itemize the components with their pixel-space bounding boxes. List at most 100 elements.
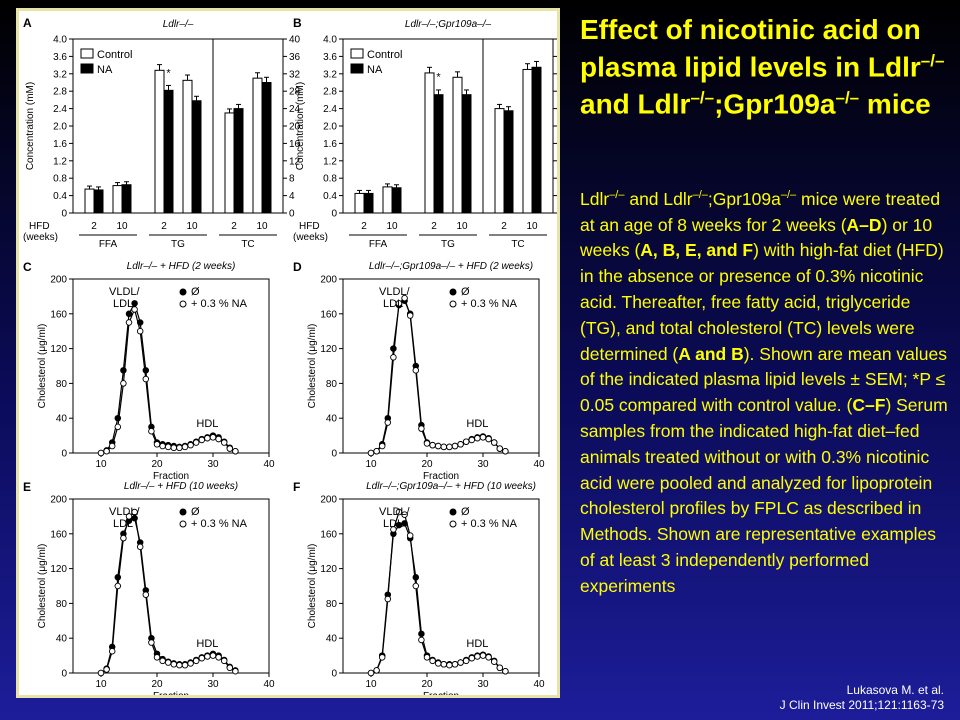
data-point [412,574,420,581]
y-tick-label: 4.0 [323,35,337,46]
text-run: and Ldlr [580,88,691,120]
y-tick-label: 120 [50,564,67,575]
plot-frame [72,498,270,674]
data-point [384,595,392,603]
data-point [457,441,464,448]
data-point [390,526,397,533]
data-point [142,367,150,374]
slide-body-text: Ldlr–/– and Ldlr–/–;Gpr109a–/– mice were… [580,183,950,600]
y-tick-label: 40 [326,634,338,645]
y-axis-label: Cholesterol (μg/ml) [37,544,48,629]
text-run: –/– [780,189,797,201]
bar-panel-b: B Ldlr–/–;Gpr109a–/– 0 0.4 0.8 1.2 1.6 2.0 2.4 2.… [293,16,557,250]
bar-na [233,108,244,214]
annotation-vldl: LDL [383,518,403,530]
x-group-label: TC [241,239,254,250]
data-point [423,440,431,447]
legend-label: Ø [461,506,470,518]
x-tick-label: 40 [263,679,275,690]
data-point [120,380,127,387]
plot-frame [342,498,540,674]
bar-control [424,72,435,214]
y-tick-label: 200 [50,495,67,506]
panel-letter: A [23,16,32,30]
data-point [395,521,403,529]
citation-journal: J Clin Invest 2011;121:1163-73 [779,698,944,712]
y-tick-label: 0 [331,669,337,680]
y-tick-label: 2.4 [53,104,67,115]
x-header-label: HFD [299,221,320,232]
chart-title: Ldlr–/–;Gpr109a–/– [405,19,492,30]
data-point [232,668,239,675]
data-point [401,511,408,518]
legend-label: Control [367,49,402,61]
data-point [159,657,166,665]
legend-marker-filled [179,288,187,296]
bar-panel-a: A Ldlr–/– 0 0.4 0.8 1.2 1.6 2.0 2.4 2.8 3.2 3.6 4.0 0… [23,16,301,250]
y-tick-label: 40 [56,634,68,645]
x-tick-label: 30 [477,459,489,470]
y-tick-label: 160 [50,309,67,320]
slide-title: Effect of nicotinic acid on plasma lipid… [580,14,950,120]
data-point [131,508,138,516]
bar-na [391,187,402,214]
data-point [181,443,189,451]
data-point [412,367,420,374]
legend-marker-filled [449,508,457,516]
data-point [479,652,487,659]
series-line [100,301,236,454]
text-run: C–F [852,395,886,416]
y-tick-label: 40 [56,414,68,425]
y-tick-label: 3.2 [53,69,67,80]
legend-label: Ø [191,286,200,298]
x-group-label: FFA [369,239,388,250]
data-point [378,442,386,450]
y-tick-label: 40 [326,414,338,425]
data-point [220,657,228,665]
data-point [412,582,420,590]
bar-control [522,68,533,214]
y-axis-label: Cholesterol (μg/ml) [307,324,318,409]
data-point [479,434,487,441]
legend-label: NA [367,64,383,76]
x-tick-label: 10 [95,459,107,470]
text-run: –/– [692,189,708,201]
y-axis-label: Concentration (mM) [25,82,36,170]
data-point [215,435,222,443]
data-point [462,657,470,665]
citation-authors: Lukasova M. et al. [846,683,944,697]
y-tick-label-right: 16 [289,139,301,150]
y-tick-label: 160 [320,309,337,320]
data-point [198,436,206,444]
data-point [198,654,206,662]
data-point [125,513,133,520]
y-tick-label: 2.0 [323,122,337,133]
y-tick-label: 2.8 [323,87,337,98]
bar-control [112,185,123,214]
y-tick-label: 2.0 [53,122,67,133]
data-point [120,534,127,542]
x-category-label: 2 [361,221,367,232]
x-tick-label: 30 [207,459,219,470]
y-tick-label: 4.0 [53,35,67,46]
data-point [164,659,172,666]
annotation-vldl: VLDL/ [379,286,411,298]
y-tick-label-right: 4 [289,191,295,202]
data-point [373,667,380,674]
data-point [187,441,194,449]
x-category-label: 2 [161,221,167,232]
x-tick-label: 30 [207,679,219,690]
y-tick-label: 3.6 [53,52,67,63]
y-tick-label: 1.6 [53,139,67,150]
panel-letter: D [293,260,302,274]
annotation-vldl: VLDL/ [109,506,141,518]
data-point [406,312,414,319]
data-point [378,654,386,661]
y-tick-label: 0.4 [53,191,67,202]
bar-na [363,192,374,214]
series-line [370,522,506,674]
line-panel-f: F Ldlr–/–;Gpr109a–/– + HFD (10 weeks) 0 40 8… [293,480,545,695]
data-point [103,448,110,455]
data-point [384,419,392,426]
data-point [485,435,492,443]
